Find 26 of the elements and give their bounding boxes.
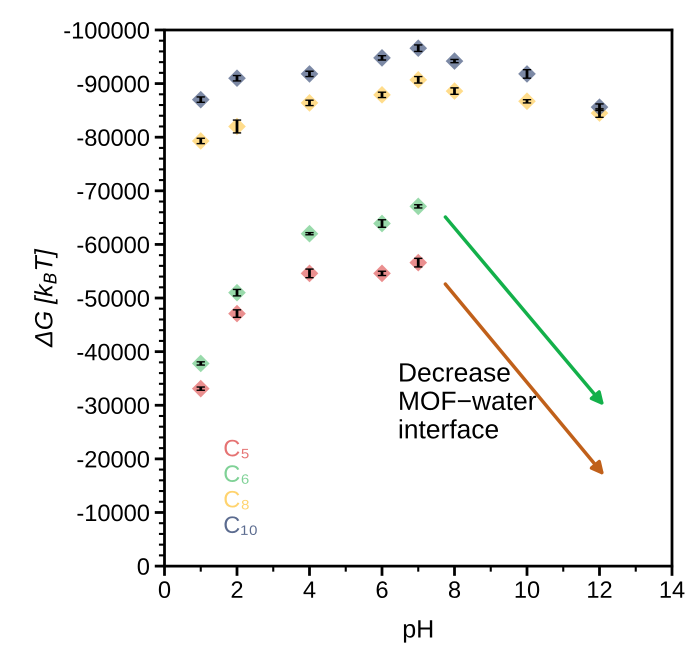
y-tick-label: -50000 <box>77 290 149 307</box>
x-tick-label: 0 <box>158 581 170 598</box>
x-tick-label: 2 <box>232 581 242 598</box>
y-tick-label: -60000 <box>77 236 149 254</box>
y-axis-title: ΔG [k$_{B}$T] <box>34 248 58 348</box>
y-tick-label: -80000 <box>77 129 149 146</box>
y-tick-label: -90000 <box>77 76 149 92</box>
y-tick-label: -30000 <box>77 397 149 414</box>
text: C₈ <box>224 490 249 510</box>
y-tick-label: -20000 <box>77 450 149 468</box>
x-tick-label: 8 <box>448 581 460 598</box>
x-tick-label: 10 <box>516 581 540 598</box>
annotation: Decrease MOF−water interface <box>400 363 536 439</box>
x-tick-label: 4 <box>303 582 316 598</box>
text: C₆ <box>224 465 249 484</box>
text: C₅ <box>224 440 249 458</box>
x-tick-label: 12 <box>588 581 612 598</box>
x-tick-label: 14 <box>660 582 684 598</box>
y-tick-label: -40000 <box>77 344 149 360</box>
y-tick-label: -10000 <box>77 504 149 522</box>
y-tick-label: 0 <box>138 558 149 575</box>
y-tick-label: -100000 <box>64 22 149 39</box>
y-tick-label: -70000 <box>77 182 149 200</box>
x-tick-label: 6 <box>376 581 388 598</box>
text: C₁₀ <box>224 516 257 536</box>
x-axis-title: pH <box>404 620 432 643</box>
